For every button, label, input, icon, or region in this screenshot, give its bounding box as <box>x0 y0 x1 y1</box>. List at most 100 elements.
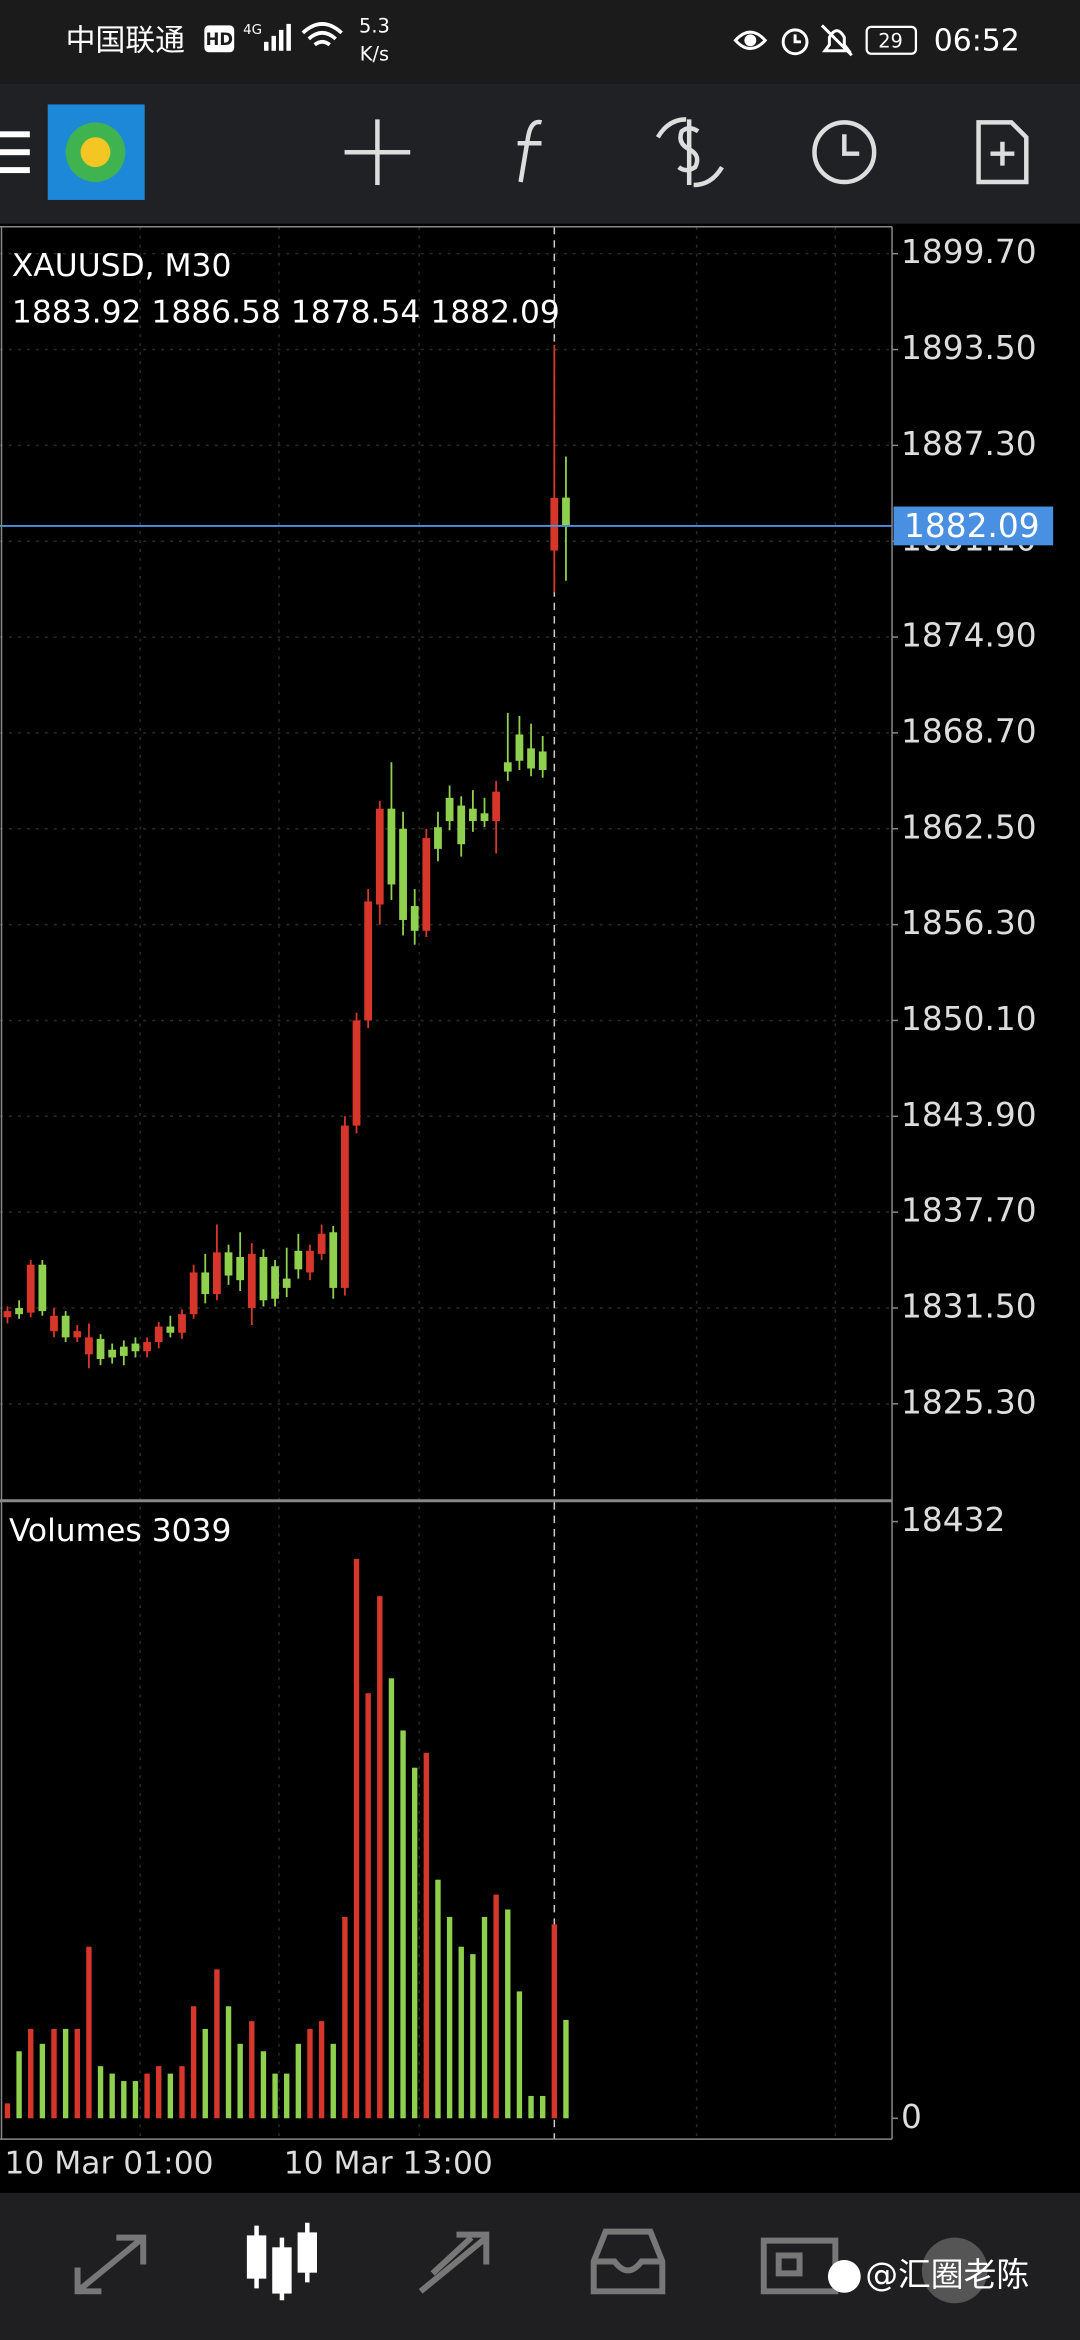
watermark-logo <box>827 2259 861 2293</box>
volume-bar <box>330 2043 336 2119</box>
y-tick-label: 1874.90 <box>901 617 1037 655</box>
volume-bar <box>505 1909 511 2119</box>
candle-body <box>119 1346 128 1356</box>
volume-bar <box>272 2073 278 2119</box>
volume-bar <box>470 1954 476 2119</box>
ohlc-high: 1886.58 <box>151 294 281 330</box>
indicators-button[interactable] <box>517 119 543 183</box>
candle-body <box>457 805 466 845</box>
y2-tick-label: 0 <box>901 2098 922 2136</box>
battery-level: 29 <box>878 29 903 52</box>
y2-tick-label: 18432 <box>901 1501 1005 1539</box>
candle-body <box>50 1315 58 1332</box>
watermark: @汇圈老陈 <box>865 2256 1029 2294</box>
candle-body <box>492 791 501 822</box>
candle-body <box>26 1264 35 1313</box>
ohlc-low: 1878.54 <box>291 294 420 330</box>
candle-body <box>410 906 419 931</box>
candle-body <box>375 808 384 905</box>
y-tick-label: 1850.10 <box>901 1000 1037 1038</box>
volume-bar <box>62 2028 69 2119</box>
volume-bar <box>481 1916 488 2119</box>
volume-bar <box>132 2081 139 2119</box>
candle-body <box>166 1326 175 1333</box>
candle-body <box>306 1250 314 1273</box>
speed: 5.3 <box>359 14 390 37</box>
signal-icon <box>264 23 291 51</box>
volume-bar <box>400 1730 406 2119</box>
y-tick-label: 1825.30 <box>901 1383 1037 1421</box>
trade-button[interactable] <box>655 117 724 188</box>
candle-body <box>154 1326 163 1343</box>
volume-bar <box>28 2028 34 2119</box>
ohlc-close: 1882.09 <box>430 294 559 330</box>
nav-news[interactable] <box>760 2237 839 2295</box>
crosshair-button[interactable] <box>344 119 411 186</box>
bottom-nav <box>0 2192 1080 2340</box>
volume-bar <box>144 2073 150 2119</box>
candle-body <box>352 1020 361 1126</box>
volume-bar <box>202 2028 208 2119</box>
history-button[interactable] <box>812 120 877 185</box>
menu-button[interactable] <box>0 131 30 174</box>
volume-bar <box>97 2066 104 2119</box>
y-tick-label: 1856.30 <box>901 904 1037 942</box>
candle-body <box>515 734 524 761</box>
volume-bar <box>156 2066 162 2119</box>
volume-title: Volumes <box>9 1513 142 1549</box>
candle-body <box>259 1256 268 1301</box>
wifi-icon <box>301 22 343 47</box>
volume-bar <box>540 2095 546 2119</box>
volume-bar <box>109 2073 115 2119</box>
volume-bar <box>86 1946 92 2119</box>
candle-body <box>189 1272 198 1315</box>
volume-bar <box>551 1924 558 2119</box>
x-tick-label: 10 Mar 13:00 <box>284 2146 493 2182</box>
candle-body <box>480 813 489 822</box>
volume-bar <box>74 2028 80 2119</box>
volume-bar <box>121 2081 127 2119</box>
volume-bar <box>4 2103 11 2119</box>
y-tick-label: 1837.70 <box>901 1192 1037 1230</box>
volume-bar <box>458 1946 464 2119</box>
volume-bar <box>423 1752 430 2119</box>
price-marker-label: 1882.09 <box>904 507 1040 545</box>
volume-bar <box>51 2028 57 2119</box>
candle-body <box>282 1278 291 1288</box>
nav-history[interactable] <box>590 2228 666 2295</box>
nav-trade[interactable] <box>418 2231 490 2294</box>
volume-bar <box>179 2066 185 2119</box>
plot: 1899.701893.501887.301881.101874.901868.… <box>0 226 1054 2182</box>
nav-messages[interactable] <box>921 2237 988 2304</box>
volume-bar <box>353 1558 360 2119</box>
candle-body <box>562 497 570 526</box>
status-icons <box>733 24 853 57</box>
volume-bar <box>435 1879 441 2119</box>
nav-quotes[interactable] <box>74 2234 147 2295</box>
hd-badge <box>204 25 235 53</box>
volume-bar <box>39 2043 46 2119</box>
candle-body <box>399 828 407 920</box>
new-order-button[interactable] <box>976 120 1029 185</box>
app-logo-center <box>80 137 111 168</box>
candle-body <box>213 1252 221 1295</box>
volume-bar <box>493 1894 499 2119</box>
nav-chart[interactable] <box>246 2222 317 2301</box>
candle-body <box>73 1331 82 1338</box>
network: 4G <box>243 23 262 38</box>
candle-body <box>527 748 535 769</box>
carrier: 中国联通 <box>66 23 185 58</box>
candle-body <box>434 827 442 849</box>
candle-body <box>329 1232 338 1288</box>
ohlc-info: 1883.92 1886.58 1878.54 1882.09 <box>12 294 560 330</box>
candle-body <box>341 1125 349 1288</box>
candle-body <box>247 1253 256 1308</box>
volume-bar <box>377 1596 383 2119</box>
candle-body <box>85 1337 93 1355</box>
status-bar <box>0 0 1080 84</box>
volume-bar <box>249 2021 255 2119</box>
candle-body <box>143 1342 151 1352</box>
candle-body <box>224 1252 233 1276</box>
volume-bar <box>16 2051 22 2119</box>
